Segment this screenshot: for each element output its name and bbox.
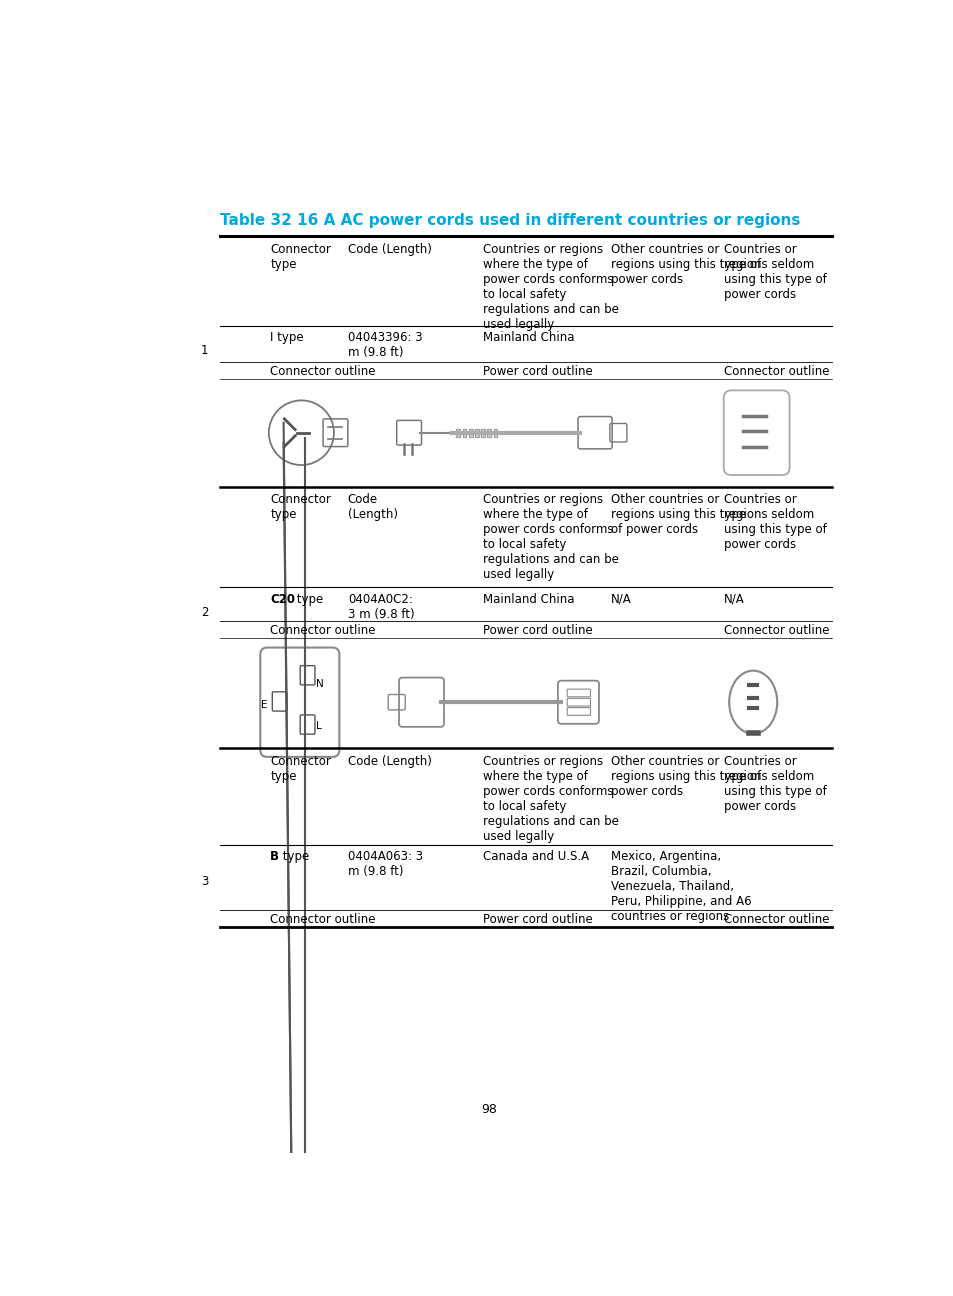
Text: Mexico, Argentina,
Brazil, Columbia,
Venezuela, Thailand,
Peru, Philippine, and : Mexico, Argentina, Brazil, Columbia, Ven… (611, 850, 751, 923)
Text: N/A: N/A (611, 592, 632, 607)
Text: 2: 2 (201, 607, 208, 619)
Text: Connector outline: Connector outline (723, 365, 828, 378)
Text: I type: I type (270, 330, 304, 343)
Text: Countries or regions
where the type of
power cords conforms
to local safety
regu: Countries or regions where the type of p… (483, 242, 618, 330)
Text: Countries or
regions seldom
using this type of
power cords: Countries or regions seldom using this t… (723, 242, 825, 301)
Text: Countries or regions
where the type of
power cords conforms
to local safety
regu: Countries or regions where the type of p… (483, 754, 618, 842)
Text: Table 32 16 A AC power cords used in different countries or regions: Table 32 16 A AC power cords used in dif… (220, 214, 800, 228)
Bar (468, 429, 472, 437)
Text: 04043396: 3
m (9.8 ft): 04043396: 3 m (9.8 ft) (348, 330, 422, 359)
Text: Code
(Length): Code (Length) (348, 492, 397, 521)
Text: 0404A063: 3
m (9.8 ft): 0404A063: 3 m (9.8 ft) (348, 850, 422, 879)
Bar (487, 429, 491, 437)
Text: Connector
type: Connector type (270, 754, 331, 783)
Text: Power cord outline: Power cord outline (483, 625, 593, 638)
Text: Canada and U.S.A: Canada and U.S.A (483, 850, 589, 863)
Text: Power cord outline: Power cord outline (483, 365, 593, 378)
Bar (487, 429, 491, 437)
Text: 3: 3 (201, 876, 208, 889)
Bar (468, 429, 472, 437)
Bar (493, 429, 497, 437)
Text: 1: 1 (201, 345, 208, 358)
Text: C20: C20 (270, 592, 295, 607)
Text: E: E (261, 700, 267, 710)
Bar (475, 429, 478, 437)
Text: Code (Length): Code (Length) (348, 242, 432, 255)
Text: Mainland China: Mainland China (483, 330, 575, 343)
Text: Connector outline: Connector outline (723, 625, 828, 638)
Text: Connector
type: Connector type (270, 242, 331, 271)
Text: N: N (315, 679, 323, 689)
Text: N/A: N/A (723, 592, 743, 607)
Bar (456, 429, 459, 437)
Text: Other countries or
regions using this type
of power cords: Other countries or regions using this ty… (611, 492, 745, 535)
Text: Other countries or
regions using this type of
power cords: Other countries or regions using this ty… (611, 242, 760, 285)
Bar (475, 429, 478, 437)
Text: B: B (270, 850, 279, 863)
Text: Countries or
regions seldom
using this type of
power cords: Countries or regions seldom using this t… (723, 754, 825, 813)
Text: 0404A0C2:
3 m (9.8 ft): 0404A0C2: 3 m (9.8 ft) (348, 592, 414, 621)
Text: Power cord outline: Power cord outline (483, 914, 593, 927)
Text: Connector outline: Connector outline (270, 914, 375, 927)
Bar (480, 429, 484, 437)
Text: Connector outline: Connector outline (270, 625, 375, 638)
Bar (462, 429, 466, 437)
Text: Mainland China: Mainland China (483, 592, 575, 607)
Text: L: L (315, 722, 321, 731)
Text: Connector outline: Connector outline (723, 914, 828, 927)
Bar (493, 429, 497, 437)
Text: 98: 98 (480, 1103, 497, 1116)
Text: Countries or regions
where the type of
power cords conforms
to local safety
regu: Countries or regions where the type of p… (483, 492, 618, 581)
Text: Countries or
regions seldom
using this type of
power cords: Countries or regions seldom using this t… (723, 492, 825, 551)
Bar (456, 429, 459, 437)
Bar (462, 429, 466, 437)
Text: type: type (278, 850, 309, 863)
Text: Other countries or
regions using this type of
power cords: Other countries or regions using this ty… (611, 754, 760, 797)
Text: Code (Length): Code (Length) (348, 754, 432, 767)
Text: Connector
type: Connector type (270, 492, 331, 521)
Bar (480, 429, 484, 437)
Text: Connector outline: Connector outline (270, 365, 375, 378)
Text: type: type (293, 592, 323, 607)
